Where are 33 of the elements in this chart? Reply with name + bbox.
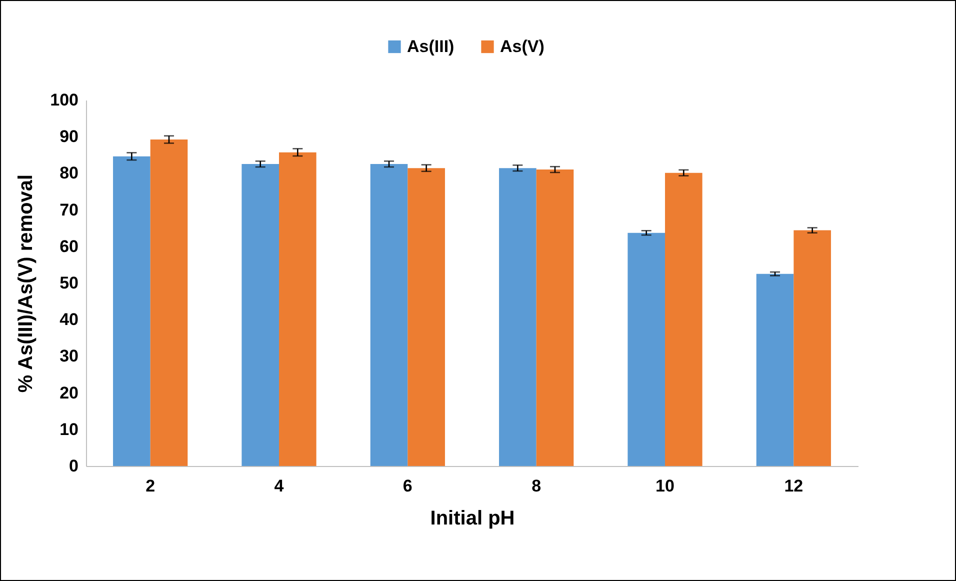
y-tick-label: 50 xyxy=(60,274,78,292)
legend-label: As(III) xyxy=(407,36,454,56)
y-tick-label: 30 xyxy=(60,346,78,366)
y-tick-label: 90 xyxy=(60,127,78,146)
x-axis-title: Initial pH xyxy=(430,508,515,530)
bar xyxy=(242,164,279,466)
y-tick-label: 40 xyxy=(60,310,78,330)
y-tick-label: 70 xyxy=(60,200,78,220)
bar xyxy=(113,156,150,466)
bar xyxy=(370,164,408,466)
legend-label: As(V) xyxy=(500,36,544,56)
y-tick-label: 80 xyxy=(60,164,78,183)
bar xyxy=(756,274,794,466)
y-tick-label: 100 xyxy=(50,90,78,110)
bar xyxy=(628,232,665,466)
x-tick-label: 4 xyxy=(274,476,284,496)
y-tick-label: 10 xyxy=(60,420,78,439)
bar xyxy=(279,152,316,466)
bar xyxy=(794,230,831,466)
bar xyxy=(499,168,536,466)
x-tick-label: 10 xyxy=(656,476,674,496)
bar xyxy=(150,140,188,466)
x-tick-label: 2 xyxy=(146,476,156,496)
bar xyxy=(408,168,445,466)
y-tick-label: 20 xyxy=(60,383,78,402)
bar xyxy=(536,170,574,466)
y-tick-label: 0 xyxy=(69,456,78,476)
x-tick-label: 8 xyxy=(532,476,542,496)
x-tick-label: 12 xyxy=(784,476,804,496)
bar xyxy=(665,172,702,466)
y-axis-title: % As(III)/As(V) removal xyxy=(15,174,38,393)
x-tick-label: 6 xyxy=(402,476,412,496)
y-tick-label: 60 xyxy=(60,236,78,256)
